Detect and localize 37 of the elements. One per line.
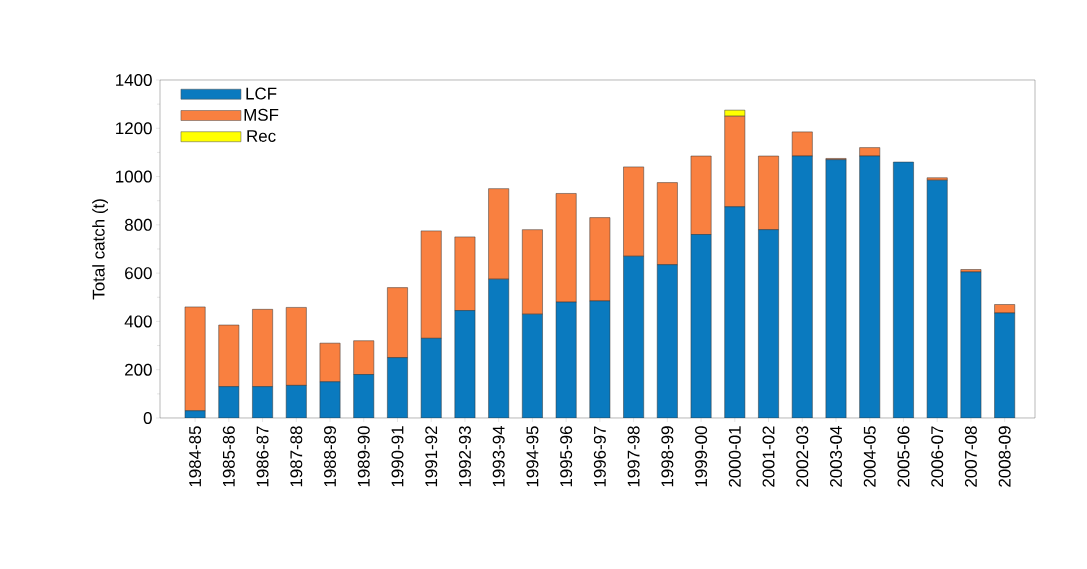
y-tick-label: 0 — [143, 411, 152, 424]
y-tick-label: 200 — [125, 363, 152, 376]
x-tick-label: 1991-92 — [425, 426, 438, 487]
x-tick-label: 2004-05 — [863, 426, 876, 487]
x-tick-label: 1999-00 — [695, 426, 708, 487]
x-tick-label: 2000-01 — [728, 426, 741, 487]
x-tick-label: 1994-95 — [526, 426, 539, 487]
x-tick-label: 1990-91 — [391, 426, 404, 487]
x-tick-label: 1987-88 — [290, 426, 303, 487]
y-tick-label: 400 — [124, 315, 152, 328]
x-tick-label: 1998-99 — [661, 426, 674, 487]
y-tick-label: 1200 — [116, 122, 152, 135]
x-tick-label: 1984-85 — [189, 426, 202, 487]
x-tick-label: 1988-89 — [324, 426, 337, 487]
x-tick-label: 1986-87 — [256, 426, 269, 487]
x-tick-label: 1985-86 — [222, 426, 235, 487]
y-tick-label: 800 — [124, 218, 152, 231]
x-tick-label: 2002-03 — [796, 426, 809, 487]
y-tick-label: 1000 — [116, 170, 152, 183]
x-tick-label: 1997-98 — [627, 426, 640, 487]
x-tick-label: 1996-97 — [593, 426, 606, 487]
x-tick-label: 2001-02 — [762, 426, 775, 487]
y-tick-label: 1400 — [116, 73, 152, 86]
legend-label: LCF — [246, 87, 277, 100]
y-axis-title: Total catch (t) — [92, 199, 108, 300]
x-tick-label: 2003-04 — [830, 426, 842, 487]
x-tick-label: 2008-09 — [998, 426, 1011, 487]
x-tick-label: 2007-08 — [964, 426, 977, 487]
x-tick-label: 1989-90 — [357, 426, 370, 487]
legend-label: Rec — [247, 130, 276, 142]
y-tick-label: 600 — [125, 267, 152, 280]
legend-label: MSF — [244, 108, 279, 121]
x-tick-label: 2006-07 — [931, 426, 944, 487]
x-tick-label: 1995-96 — [560, 426, 573, 487]
x-tick-label: 1993-94 — [492, 426, 505, 487]
x-tick-label: 1992-93 — [458, 426, 471, 487]
x-tick-label: 2005-06 — [897, 426, 910, 487]
